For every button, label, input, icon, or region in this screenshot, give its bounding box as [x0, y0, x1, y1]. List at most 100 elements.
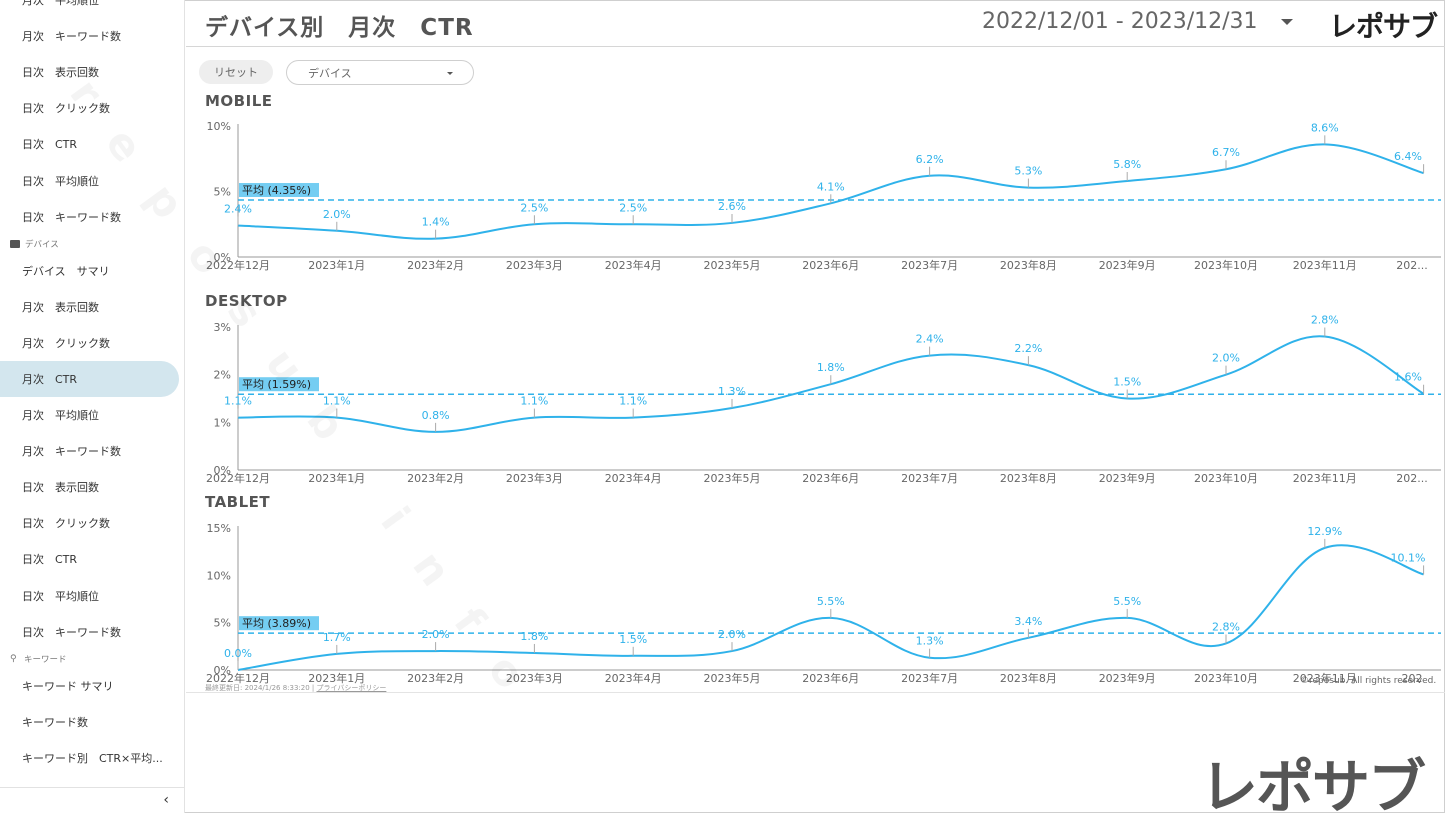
last-updated: 最終更新日: 2024/1/26 8:33:20 [205, 684, 310, 692]
sidebar-item[interactable]: 日次 キーワード数 [22, 625, 121, 639]
device-filter-select[interactable]: デバイス [286, 60, 474, 85]
data-label: 2.0% [718, 628, 746, 641]
x-tick-label: 2023年8月 [1000, 471, 1057, 485]
data-label: 2.6% [718, 200, 746, 213]
y-tick-label: 15% [207, 522, 231, 535]
divider [186, 692, 1445, 693]
x-tick-label: 2023年10月 [1194, 258, 1258, 272]
x-tick-label: 2022年12月 [206, 258, 270, 272]
sidebar-item[interactable]: キーワード サマリ [22, 679, 114, 693]
y-tick-label: 10% [207, 569, 231, 582]
data-label: 1.5% [1113, 376, 1141, 389]
mobile-ctr-chart: 0% 5% 10% 2022年12月 2023年1月 2023年2月 2023年3月 2023… [206, 120, 1441, 272]
sidebar-item[interactable]: 月次 クリック数 [22, 336, 110, 350]
sidebar-item[interactable]: 日次 表示回数 [22, 481, 99, 495]
data-label: 4.1% [817, 180, 845, 193]
x-tick-label: 2023年1月 [308, 471, 365, 485]
sidebar-item[interactable]: 月次 平均順位 [22, 0, 99, 8]
y-tick-label: 0% [214, 251, 231, 264]
average-label-bg [239, 616, 319, 631]
sidebar-item[interactable]: 日次 クリック数 [22, 102, 110, 116]
x-tick-label: 2023年3月 [506, 671, 563, 685]
chart-title-desktop: DESKTOP [205, 292, 288, 310]
caret-down-icon [447, 72, 453, 75]
y-tick-label: 0% [214, 664, 231, 677]
x-tick-label: 2023年6月 [802, 471, 859, 485]
x-tick-label: 2023年2月 [407, 671, 464, 685]
key-icon: ⚲ [10, 653, 17, 664]
data-label: 5.5% [817, 595, 845, 608]
sidebar-item[interactable]: 日次 CTR [22, 553, 78, 567]
device-filter-placeholder: デバイス [308, 66, 352, 80]
data-label: 6.7% [1212, 146, 1240, 159]
sidebar-item[interactable]: 月次 キーワード数 [22, 30, 121, 44]
monitor-icon [10, 239, 20, 248]
data-label: 1.1% [619, 395, 647, 408]
chart-title-tablet: TABLET [205, 493, 271, 511]
data-label: 1.8% [817, 361, 845, 374]
sidebar-collapse-button[interactable]: ‹ [0, 787, 184, 813]
sidebar-section-header: デバイス [0, 235, 184, 253]
tablet-ctr-chart: 0% 5% 10% 15% 2022年12月 2023年1月 2023年2月 2023年3月 2… [206, 522, 1441, 685]
sidebar-item[interactable]: 日次 平均順位 [22, 174, 99, 188]
data-label: 1.7% [323, 631, 351, 644]
x-tick-label: 2023年3月 [506, 471, 563, 485]
y-tick-label: 1% [214, 416, 231, 429]
sidebar-section-header: ⚲ キーワード [0, 650, 184, 668]
x-tick-label: 2023年11月 [1293, 671, 1357, 685]
data-label: 6.2% [916, 153, 944, 166]
x-tick-label: 2023年4月 [605, 671, 662, 685]
data-label: 2.2% [1014, 342, 1042, 355]
data-label: 6.4% [1394, 150, 1422, 163]
data-label: 10.1% [1391, 551, 1426, 564]
caret-down-icon[interactable] [1281, 19, 1293, 25]
y-tick-label: 5% [214, 617, 231, 630]
x-tick-label: 2023年2月 [407, 258, 464, 272]
x-tick-label: 2023年2月 [407, 471, 464, 485]
average-label-bg [239, 377, 319, 392]
page-title: デバイス別 月次 CTR [205, 15, 474, 41]
x-tick-label: 2023年4月 [605, 258, 662, 272]
data-label: 1.4% [422, 216, 450, 229]
sidebar-item[interactable]: 日次 キーワード数 [22, 210, 121, 224]
data-label: 2.8% [1212, 620, 1240, 633]
reset-button[interactable]: リセット [199, 60, 273, 84]
x-tick-label: 2023年5月 [704, 471, 761, 485]
sidebar-item[interactable]: 日次 表示回数 [22, 66, 99, 80]
sidebar-item[interactable]: 月次 CTR [0, 360, 179, 398]
sidebar-item[interactable]: 日次 平均順位 [22, 589, 99, 603]
privacy-policy-link[interactable]: プライバシーポリシー [316, 684, 387, 692]
sidebar-item[interactable]: 日次 CTR [22, 138, 78, 152]
data-label: 5.3% [1014, 165, 1042, 178]
x-tick-label: 2023年11月 [1293, 471, 1357, 485]
x-tick-label: 2022年12月 [206, 471, 270, 485]
average-label: 平均 (4.35%) [242, 184, 311, 197]
chevron-left-icon[interactable]: ‹ [163, 792, 169, 808]
sidebar-item[interactable]: キーワード別 CTR×平均... [22, 751, 163, 765]
sidebar-nav: 月次 平均順位 月次 キーワード数 日次 表示回数 日次 クリック数 日次 CTR 日次 … [0, 0, 184, 776]
data-label: 1.3% [718, 385, 746, 398]
x-tick-label: 2023年1月 [308, 671, 365, 685]
sidebar: 月次 平均順位 月次 キーワード数 日次 表示回数 日次 クリック数 日次 CTR 日次 … [0, 0, 185, 813]
data-label: 1.1% [224, 395, 252, 408]
data-label: 1.5% [619, 633, 647, 646]
x-tick-label: 2023年4月 [605, 471, 662, 485]
average-label-bg [239, 183, 319, 198]
logo: レポサブ [1329, 10, 1438, 43]
data-label: 1.3% [916, 635, 944, 648]
y-tick-label: 5% [214, 186, 231, 199]
sidebar-item[interactable]: 月次 キーワード数 [22, 445, 121, 459]
y-tick-label: 2% [214, 369, 231, 382]
data-label: 2.5% [520, 201, 548, 214]
sidebar-item[interactable]: デバイス サマリ [22, 264, 110, 278]
x-tick-label: 2023年6月 [802, 671, 859, 685]
sidebar-item[interactable]: キーワード数 [22, 715, 88, 729]
sidebar-item[interactable]: 月次 表示回数 [22, 300, 99, 314]
date-range-picker[interactable]: 2022/12/01 - 2023/12/31 [982, 9, 1258, 34]
x-tick-label: 2023年8月 [1000, 258, 1057, 272]
data-label: 0.8% [422, 409, 450, 422]
sidebar-item[interactable]: 月次 平均順位 [22, 409, 99, 423]
x-tick-label: 202... [1396, 472, 1428, 485]
sidebar-item[interactable]: 日次 クリック数 [22, 517, 110, 531]
data-label: 2.8% [1311, 314, 1339, 327]
